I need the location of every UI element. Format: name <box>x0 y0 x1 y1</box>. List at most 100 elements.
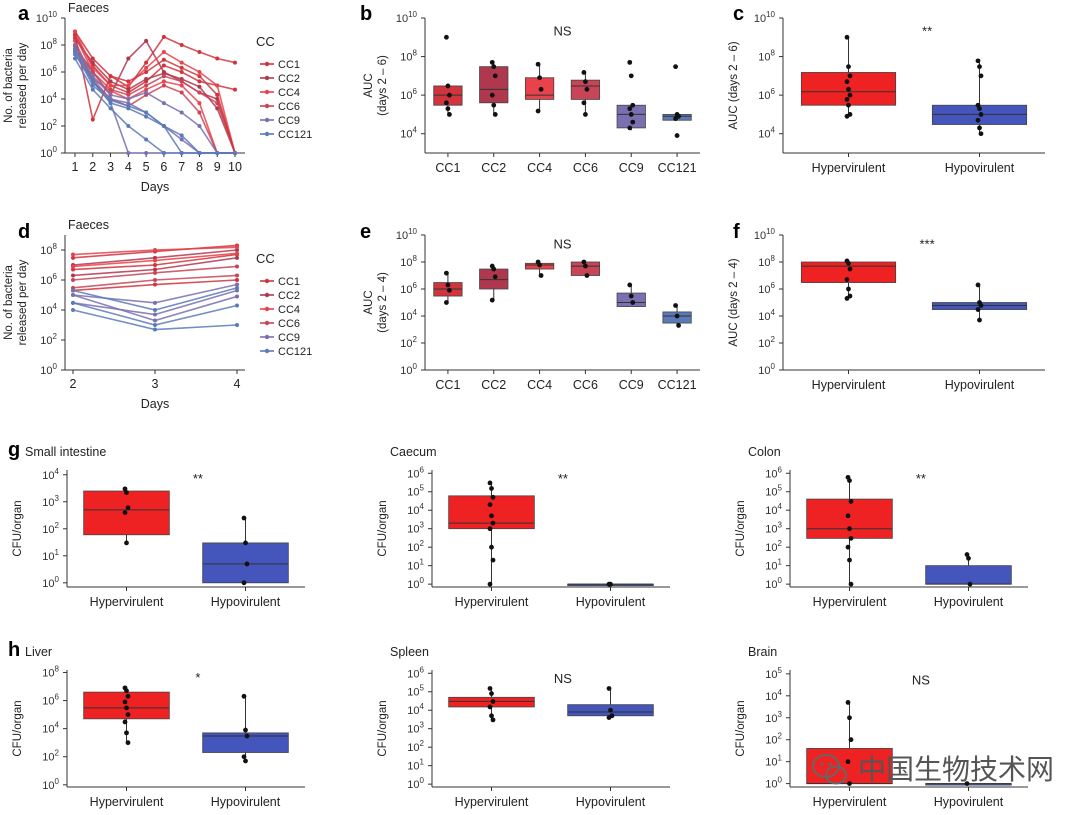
data-point <box>673 303 678 308</box>
y-tick-exponent: 8 <box>771 49 776 58</box>
y-tick-label: 104 <box>758 126 775 141</box>
category-label: Hypervirulent <box>812 161 886 175</box>
y-tick-exponent: 6 <box>55 693 60 702</box>
y-axis-label: CFU/organ <box>377 700 389 756</box>
y-axis-label: AUC <box>363 290 375 314</box>
data-point <box>179 60 184 65</box>
panel-g3: Colon100101102103104105106CFU/organHyper… <box>735 445 1028 609</box>
category-label: Hypovirulent <box>211 795 281 809</box>
data-point <box>243 540 248 546</box>
data-point <box>126 151 131 155</box>
data-point <box>161 151 166 155</box>
y-axis-label: CFU/organ <box>12 500 24 556</box>
data-point <box>491 64 497 70</box>
y-tick-label: 103 <box>42 494 59 509</box>
data-point <box>124 730 129 736</box>
significance-label: NS <box>912 672 930 687</box>
y-tick-base: 10 <box>765 468 777 480</box>
data-point <box>197 151 202 155</box>
data-point <box>124 688 129 694</box>
data-point <box>489 713 494 719</box>
y-tick-exponent: 0 <box>55 575 60 584</box>
data-point <box>490 494 496 500</box>
y-tick-base: 10 <box>407 561 419 573</box>
data-point <box>126 79 131 84</box>
data-point <box>489 92 495 98</box>
y-tick-exponent: 6 <box>53 272 58 281</box>
data-point <box>844 97 850 102</box>
data-point <box>489 513 494 519</box>
data-point <box>144 87 149 92</box>
y-tick-base: 10 <box>407 779 419 791</box>
y-tick-label: 101 <box>42 548 59 563</box>
y-axis-label: AUC (days 2 – 4) <box>728 258 740 346</box>
y-tick-label: 105 <box>407 484 424 499</box>
data-point <box>847 715 852 721</box>
y-tick-exponent: 4 <box>53 302 58 311</box>
series-line <box>74 49 235 154</box>
x-tick-label: 4 <box>125 160 132 174</box>
y-tick-label: 106 <box>40 272 57 287</box>
data-point <box>628 73 634 79</box>
panel-letter: c <box>733 3 744 25</box>
y-tick-base: 10 <box>407 542 419 554</box>
data-point <box>848 581 854 587</box>
y-tick-base: 10 <box>765 561 777 573</box>
y-tick-label: 104 <box>400 308 417 323</box>
y-tick-label: 104 <box>407 502 424 517</box>
significance-label: NS <box>553 23 571 38</box>
data-point <box>447 112 452 117</box>
data-point <box>179 151 184 155</box>
data-point <box>144 110 149 115</box>
y-tick-base: 10 <box>407 468 419 480</box>
y-tick-label: 100 <box>42 575 59 590</box>
data-point <box>490 520 496 526</box>
data-point <box>73 32 77 37</box>
x-tick-label: 7 <box>178 160 185 174</box>
data-point <box>535 61 541 67</box>
data-point <box>197 50 202 55</box>
category-label: CC1 <box>435 378 460 392</box>
y-tick-exponent: 2 <box>778 732 783 741</box>
data-point <box>627 59 633 65</box>
data-point <box>978 303 984 308</box>
box <box>479 268 509 290</box>
y-tick-exponent: 6 <box>413 87 418 96</box>
data-point <box>71 267 75 272</box>
data-point <box>490 557 496 563</box>
data-point <box>489 691 494 696</box>
y-axis-label: No. of bacteria <box>3 265 15 340</box>
y-tick-label: 106 <box>407 665 424 680</box>
data-point <box>144 77 149 82</box>
category-label: CC4 <box>527 378 552 392</box>
y-tick-base: 10 <box>40 335 52 347</box>
data-point <box>848 498 854 504</box>
category-label: Hypervirulent <box>90 595 164 609</box>
y-tick-base: 10 <box>40 365 52 377</box>
y-tick-label: 108 <box>40 37 57 52</box>
data-point <box>126 97 131 101</box>
panel-letter: d <box>18 221 30 243</box>
legend-marker <box>264 103 270 109</box>
y-tick-base: 10 <box>407 524 419 536</box>
data-point <box>71 308 75 312</box>
data-point <box>978 112 984 117</box>
y-tick-base: 10 <box>400 129 412 141</box>
y-axis-label: CFU/organ <box>735 700 747 756</box>
data-point <box>73 29 77 34</box>
y-tick-base: 10 <box>758 257 770 269</box>
data-point <box>179 133 184 138</box>
y-tick-base: 10 <box>407 668 419 680</box>
data-point <box>847 526 852 532</box>
data-point <box>161 101 166 106</box>
legend-label: CC9 <box>278 115 300 127</box>
data-point <box>122 510 128 515</box>
data-point <box>846 260 851 266</box>
y-tick-label: 104 <box>765 502 782 517</box>
data-point <box>215 56 220 61</box>
y-tick-label: 102 <box>765 732 782 747</box>
legend-marker <box>264 292 270 298</box>
